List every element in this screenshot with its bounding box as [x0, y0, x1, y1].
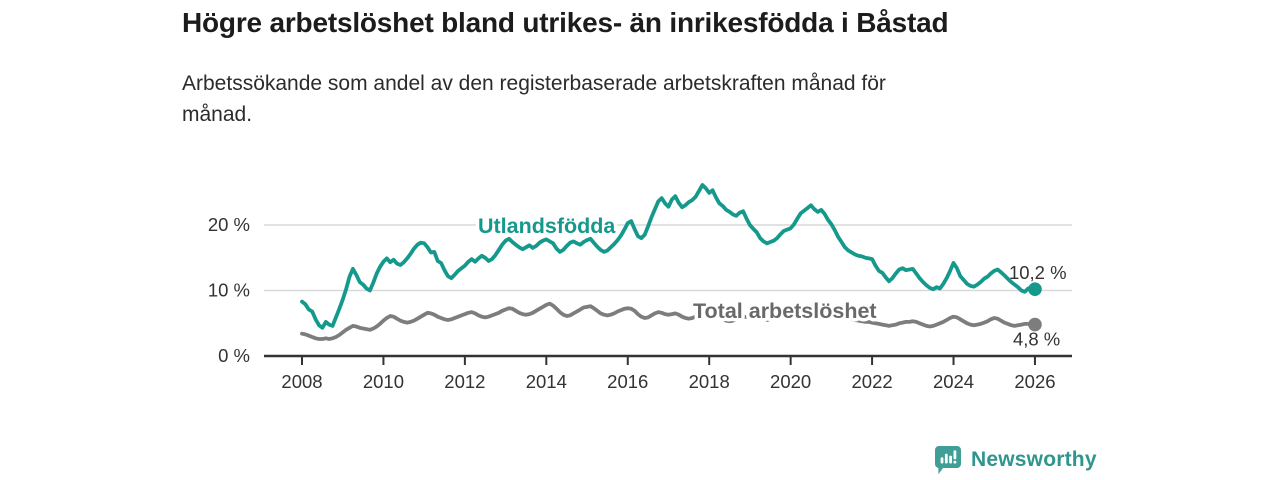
x-tick-label: 2026	[1014, 371, 1055, 392]
y-tick-label: 0 %	[218, 345, 250, 366]
y-tick-label: 20 %	[208, 214, 250, 235]
x-tick-label: 2018	[689, 371, 730, 392]
y-tick-label: 10 %	[208, 280, 250, 301]
brand-name: Newsworthy	[971, 448, 1097, 471]
brand-footer: Newsworthy	[934, 444, 1097, 476]
x-tick-label: 2012	[444, 371, 485, 392]
x-tick-label: 2020	[770, 371, 811, 392]
x-tick-label: 2014	[526, 371, 567, 392]
series-line-0	[300, 183, 1037, 330]
series-label-1: Total arbetslöshet	[693, 299, 877, 323]
x-tick-label: 2010	[363, 371, 404, 392]
x-tick-label: 2008	[281, 371, 322, 392]
chart-subtitle: Arbetssökande som andel av den registerb…	[182, 72, 886, 126]
series-end-dot-1	[1028, 317, 1042, 332]
series-end-value-label-0: 10,2 %	[1009, 262, 1067, 283]
x-tick-label: 2016	[607, 371, 648, 392]
chart-header: Högre arbetslöshet bland utrikes- än inr…	[182, 6, 1082, 130]
series-end-dot-0	[1028, 282, 1042, 296]
x-tick-label: 2022	[852, 371, 893, 392]
newsworthy-logo-icon	[934, 445, 961, 474]
series-end-value-label-1: 4,8 %	[1013, 329, 1060, 350]
series-line-1	[300, 301, 1037, 341]
chart-title: Högre arbetslöshet bland utrikes- än inr…	[182, 7, 949, 38]
x-tick-label: 2024	[933, 371, 974, 392]
series-label-0: Utlandsfödda	[478, 214, 616, 238]
